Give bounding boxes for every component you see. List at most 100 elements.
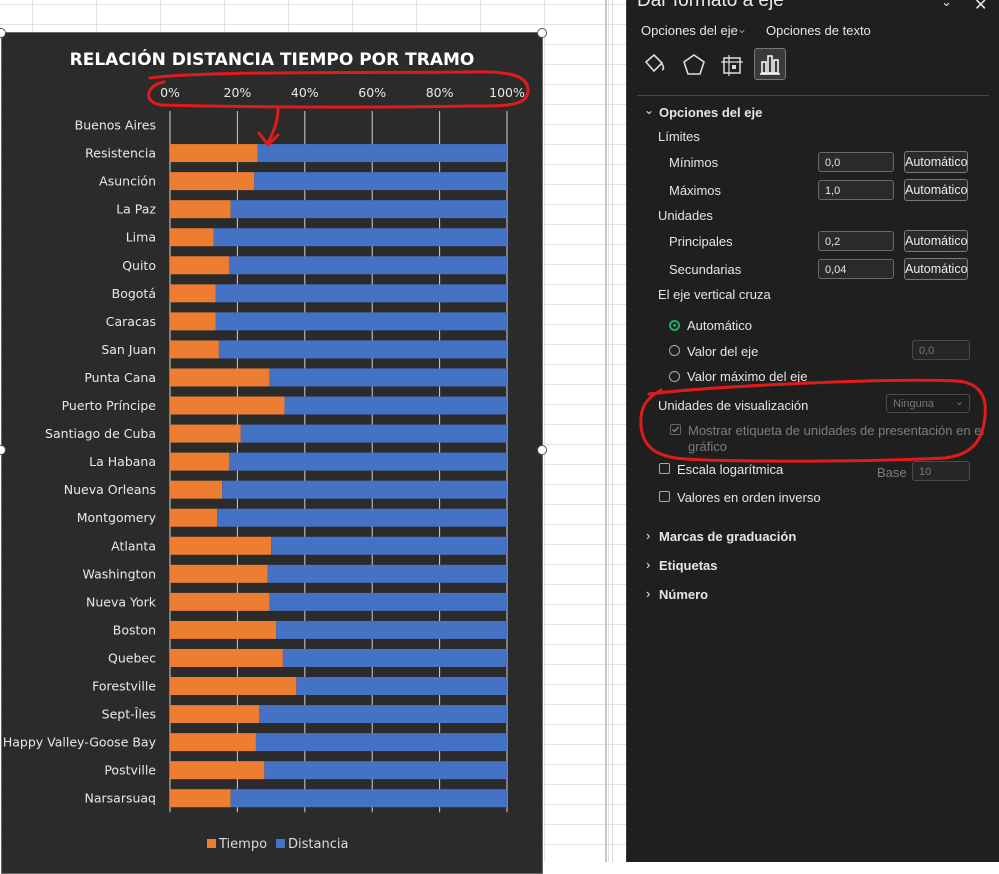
label-minor: Secundarias <box>669 262 742 277</box>
pane-close-icon[interactable]: ✕ <box>974 0 988 14</box>
annotation-loop <box>147 70 530 109</box>
chart-resize-handle-mr[interactable] <box>537 445 547 455</box>
pane-splitter[interactable] <box>605 0 607 862</box>
minimum-auto-button[interactable]: Automático <box>904 151 968 173</box>
x-tick-label: 20% <box>224 85 252 100</box>
display-units-select[interactable]: Ninguna ⌄ <box>886 394 970 413</box>
legend-label-tiempo: Tiempo <box>218 837 267 852</box>
legend-swatch-tiempo <box>207 839 216 848</box>
show-units-label-checkbox[interactable] <box>670 424 681 435</box>
section-number-chevron-icon[interactable]: › <box>646 586 651 601</box>
size-properties-icon[interactable] <box>717 50 747 80</box>
axis-value-field[interactable]: 0,0 <box>912 340 970 360</box>
minor-unit-field[interactable]: 0,04 <box>818 259 894 279</box>
log-scale-label[interactable]: Escala logarítmica <box>677 462 784 477</box>
category-label: Asunción <box>99 174 156 189</box>
reverse-order-checkbox[interactable] <box>659 491 670 502</box>
radio-cross-automatic-label[interactable]: Automático <box>687 318 753 333</box>
chart-area[interactable]: RELACIÓN DISTANCIA TIEMPO POR TRAMO 0% 20… <box>1 32 543 874</box>
effects-icon[interactable] <box>679 50 709 80</box>
radio-cross-max[interactable] <box>669 371 680 382</box>
maximum-auto-button[interactable]: Automático <box>904 179 968 201</box>
bar-distancia <box>271 536 507 555</box>
legend[interactable]: Tiempo Distancia <box>207 837 348 852</box>
bar-tiempo <box>170 536 272 555</box>
section-axis-options-chevron-icon[interactable]: ⌄ <box>644 103 655 117</box>
category-label: Forestville <box>92 679 156 694</box>
show-units-label-text-2: gráfico <box>688 439 728 454</box>
radio-cross-axis-value[interactable] <box>669 345 680 356</box>
category-label: Postville <box>104 763 156 778</box>
maximum-field[interactable]: 1,0 <box>818 180 894 200</box>
radio-cross-max-label[interactable]: Valor máximo del eje <box>687 369 808 384</box>
bar-tiempo <box>170 424 241 443</box>
section-axis-options[interactable]: Opciones del eje <box>659 105 763 120</box>
section-labels[interactable]: Etiquetas <box>659 558 718 573</box>
chart-resize-handle-ml[interactable] <box>0 445 6 455</box>
bars[interactable] <box>170 144 508 808</box>
major-auto-button[interactable]: Automático <box>904 230 968 252</box>
chart-resize-handle-tr[interactable] <box>537 28 547 38</box>
section-tick-marks-chevron-icon[interactable]: › <box>646 528 651 543</box>
bar-distancia <box>259 705 507 724</box>
bar-tiempo <box>170 480 223 499</box>
log-scale-checkbox[interactable] <box>659 463 670 474</box>
category-label: Puerto Príncipe <box>62 398 157 413</box>
bar-distancia <box>267 564 507 583</box>
reverse-order-label[interactable]: Valores en orden inverso <box>677 490 821 505</box>
fill-line-icon[interactable] <box>639 50 669 80</box>
bar-tiempo <box>170 284 216 303</box>
bar-tiempo <box>170 200 231 219</box>
bar-distancia <box>213 228 507 247</box>
category-label: Resistencia <box>85 146 156 161</box>
category-label: Lima <box>126 230 156 245</box>
category-label: Quito <box>122 258 156 273</box>
category-label: Montgomery <box>77 510 157 525</box>
tab-axis-options-chevron-icon[interactable]: ⌄ <box>737 22 748 36</box>
category-label: La Paz <box>116 202 156 217</box>
radio-cross-axis-value-label[interactable]: Valor del eje <box>687 344 759 359</box>
chart-resize-handle-tl[interactable] <box>0 28 6 38</box>
axis-options-bar-chart-icon[interactable] <box>754 48 786 80</box>
bar-distancia <box>230 200 507 219</box>
tab-text-options[interactable]: Opciones de texto <box>766 23 871 38</box>
bar-distancia <box>240 424 507 443</box>
category-label: Nueva York <box>86 594 157 609</box>
x-tick-label: 60% <box>358 85 386 100</box>
category-label: Washington <box>83 566 156 581</box>
category-label: Narsarsuaq <box>85 791 157 806</box>
label-maximum: Máximos <box>669 183 722 198</box>
log-base-field[interactable]: 10 <box>912 461 970 481</box>
x-tick-label: 100% <box>489 85 525 100</box>
format-axis-pane: Dar formato a eje ⌄ ✕ Opciones del eje ⌄… <box>626 0 999 862</box>
bar-tiempo <box>170 733 256 752</box>
x-tick-label: 80% <box>426 85 454 100</box>
bar-distancia <box>222 480 508 499</box>
bar-tiempo <box>170 228 214 247</box>
tab-axis-options[interactable]: Opciones del eje <box>641 23 738 38</box>
minor-auto-button[interactable]: Automático <box>904 258 968 280</box>
category-label: Sept-Îles <box>102 707 156 722</box>
y-axis-categories[interactable]: Buenos Aires Resistencia Asunción La Paz Lim… <box>3 118 157 806</box>
bar-distancia <box>228 452 507 471</box>
x-tick-label: 40% <box>291 85 319 100</box>
bar-distancia <box>228 256 507 275</box>
label-major: Principales <box>669 234 733 249</box>
section-labels-chevron-icon[interactable]: › <box>646 557 651 572</box>
minimum-field[interactable]: 0,0 <box>818 152 894 172</box>
chart-title[interactable]: RELACIÓN DISTANCIA TIEMPO POR TRAMO <box>70 48 475 70</box>
x-axis-ticks[interactable]: 0% 20% 40% 60% 80% 100% <box>160 85 525 100</box>
pane-title: Dar formato a eje <box>637 0 784 11</box>
bar-tiempo <box>170 761 265 780</box>
chart-svg: RELACIÓN DISTANCIA TIEMPO POR TRAMO 0% 20… <box>3 48 530 852</box>
category-label: Nueva Orleans <box>64 482 156 497</box>
category-label: Santiago de Cuba <box>45 426 156 441</box>
display-units-chevron-icon: ⌄ <box>954 396 964 408</box>
section-tick-marks[interactable]: Marcas de graduación <box>659 529 797 544</box>
major-unit-field[interactable]: 0,2 <box>818 231 894 251</box>
pane-options-chevron-icon[interactable]: ⌄ <box>941 0 952 9</box>
legend-label-distancia: Distancia <box>288 837 348 852</box>
section-number[interactable]: Número <box>659 587 709 602</box>
radio-cross-automatic[interactable] <box>669 320 680 331</box>
bar-tiempo <box>170 368 270 387</box>
